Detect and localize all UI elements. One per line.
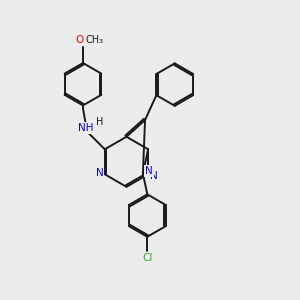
- Text: N: N: [96, 168, 103, 178]
- Text: N: N: [145, 166, 153, 176]
- Text: Cl: Cl: [142, 253, 152, 263]
- Text: CH₃: CH₃: [85, 35, 103, 45]
- Text: O: O: [75, 35, 84, 45]
- Text: NH: NH: [78, 123, 93, 133]
- Text: N: N: [149, 171, 157, 181]
- Text: H: H: [96, 117, 103, 127]
